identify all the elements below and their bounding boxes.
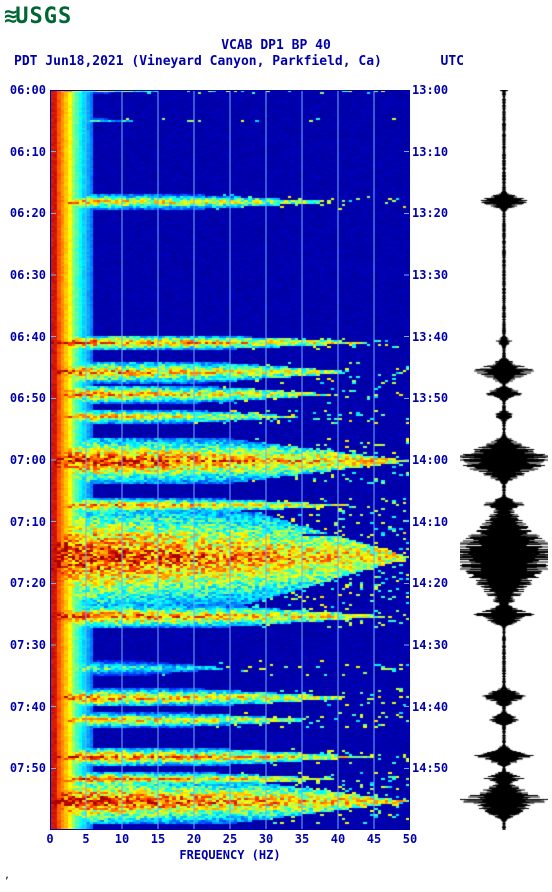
y-axis-left: 06:0006:1006:2006:3006:4006:5007:0007:10…: [0, 90, 48, 830]
seismogram-canvas: [460, 90, 548, 830]
x-tick: 20: [187, 832, 201, 846]
x-tick: 10: [115, 832, 129, 846]
left-tick: 07:40: [10, 700, 46, 714]
right-tick: 14:40: [412, 700, 448, 714]
footer-mark: ,: [4, 870, 10, 881]
left-tick: 07:30: [10, 638, 46, 652]
right-tick: 13:00: [412, 83, 448, 97]
right-tick: 14:10: [412, 515, 448, 529]
left-tick: 06:40: [10, 330, 46, 344]
plot-subtitle-left: PDT Jun18,2021 (Vineyard Canyon, Parkfie…: [14, 54, 382, 69]
y-axis-right: 13:0013:1013:2013:3013:4013:5014:0014:10…: [410, 90, 458, 830]
logo-wave-icon: ≋: [4, 4, 13, 29]
right-tick: 14:50: [412, 761, 448, 775]
left-tick: 06:10: [10, 145, 46, 159]
usgs-logo: ≋ USGS: [4, 4, 72, 29]
spectrogram-canvas: [50, 90, 410, 830]
left-tick: 07:10: [10, 515, 46, 529]
seismogram: [460, 90, 548, 830]
left-tick: 07:50: [10, 761, 46, 775]
right-tick: 13:20: [412, 206, 448, 220]
logo-text: USGS: [15, 4, 72, 29]
right-tick: 14:00: [412, 453, 448, 467]
right-tick: 14:20: [412, 576, 448, 590]
x-axis: 05101520253035404550: [50, 830, 410, 848]
x-tick: 5: [82, 832, 89, 846]
left-tick: 06:00: [10, 83, 46, 97]
x-tick: 0: [46, 832, 53, 846]
left-tick: 07:00: [10, 453, 46, 467]
x-tick: 25: [223, 832, 237, 846]
right-tick: 13:30: [412, 268, 448, 282]
plot-subtitle-right: UTC: [441, 54, 464, 69]
left-tick: 07:20: [10, 576, 46, 590]
x-tick: 35: [295, 832, 309, 846]
x-tick: 15: [151, 832, 165, 846]
right-tick: 13:10: [412, 145, 448, 159]
x-tick: 40: [331, 832, 345, 846]
x-axis-label: FREQUENCY (HZ): [50, 848, 410, 862]
x-tick: 50: [403, 832, 417, 846]
x-tick: 45: [367, 832, 381, 846]
right-tick: 13:40: [412, 330, 448, 344]
left-tick: 06:30: [10, 268, 46, 282]
right-tick: 13:50: [412, 391, 448, 405]
x-tick: 30: [259, 832, 273, 846]
left-tick: 06:50: [10, 391, 46, 405]
right-tick: 14:30: [412, 638, 448, 652]
spectrogram: [50, 90, 410, 830]
left-tick: 06:20: [10, 206, 46, 220]
plot-title: VCAB DP1 BP 40: [0, 38, 552, 53]
